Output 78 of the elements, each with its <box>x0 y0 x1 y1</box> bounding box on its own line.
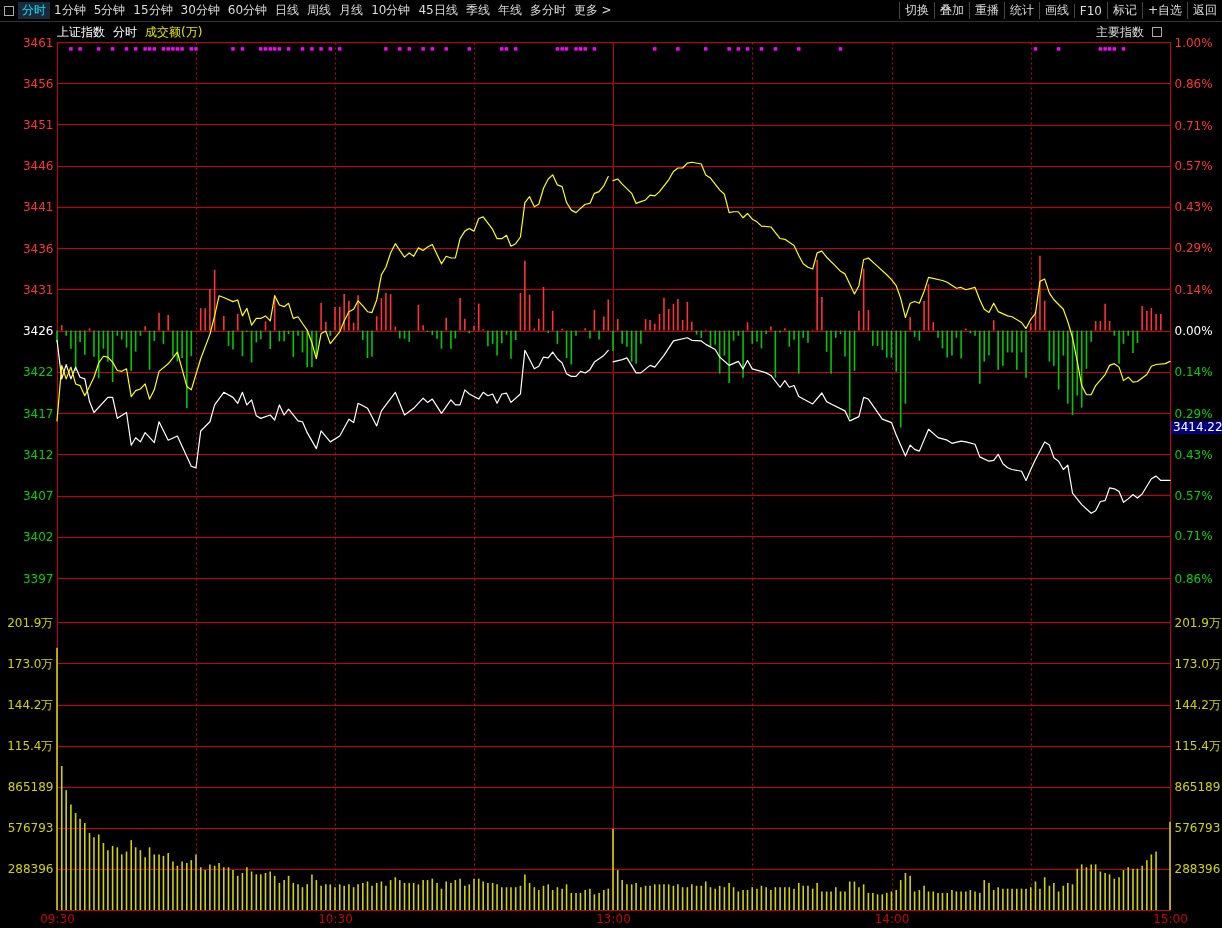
x-tick-label: 09:30 <box>40 911 75 926</box>
y-tick-label: 1.00% <box>1174 35 1213 50</box>
y-tick-label: 3397 <box>22 571 54 586</box>
text: 多分时 <box>528 2 567 19</box>
y-tick-label: 865189 <box>7 780 54 795</box>
y2-tick-label: 173.0万 <box>1174 656 1221 671</box>
text: 主要指数 <box>1096 23 1144 41</box>
y2-tick-label: 115.4万 <box>7 739 54 754</box>
y-tick-label: 0.71% <box>1174 118 1213 133</box>
y-tick-label: 0.86% <box>1174 571 1213 586</box>
text: 周线 <box>306 2 333 19</box>
y-tick-label: 576793 <box>1174 821 1221 836</box>
x-tick-label: 15:00 <box>1153 911 1188 926</box>
y-tick-label: 3461 <box>22 35 54 50</box>
text: 更多 > <box>572 2 613 19</box>
y-tick-label: 0.14% <box>1174 282 1213 297</box>
x-tick-label: 10:30 <box>318 911 353 926</box>
text: 15分钟 <box>132 2 174 19</box>
y-tick-label: 0.86% <box>1174 76 1213 91</box>
line-series <box>56 174 609 422</box>
y-tick-label: 0.29% <box>1174 406 1213 421</box>
text: 切换 <box>898 2 934 19</box>
y-tick-label: 3451 <box>22 117 54 132</box>
y-tick-label: 3422 <box>22 365 54 380</box>
text: 5分钟 <box>92 2 127 19</box>
y-tick-label: 865189 <box>1174 780 1221 795</box>
y-tick-label: 3436 <box>22 241 54 256</box>
text: 返回 <box>1187 2 1222 19</box>
y-tick-label: 288396 <box>7 862 54 877</box>
y-tick-label: 0.29% <box>1174 241 1213 256</box>
y-tick-label: 3412 <box>22 447 54 462</box>
text: 画线 <box>1038 2 1074 19</box>
y-tick-label: 3407 <box>22 489 54 504</box>
y-tick-label: 288396 <box>1174 862 1221 877</box>
y-tick-label: 3431 <box>22 282 54 297</box>
y2-tick-label: 201.9万 <box>7 615 54 630</box>
text: 月线 <box>338 2 365 19</box>
y-tick-label: 3446 <box>22 159 54 174</box>
line-series <box>56 339 609 469</box>
y-tick-label: 0.43% <box>1174 200 1213 215</box>
text: 分时 <box>18 2 50 19</box>
text: 10分钟 <box>370 2 412 19</box>
text: 年线 <box>496 2 523 19</box>
text: +自选 <box>1141 2 1187 19</box>
y2-tick-label: 144.2万 <box>1174 698 1221 713</box>
y-tick-label: 3426 <box>22 324 54 339</box>
y2-tick-label: 115.4万 <box>1174 739 1221 754</box>
y2-tick-label: 201.9万 <box>1174 615 1221 630</box>
text: 季线 <box>464 2 491 19</box>
y-tick-label: 0.43% <box>1174 447 1213 462</box>
y-tick-label: 0.57% <box>1174 159 1213 174</box>
x-tick-label: 14:00 <box>874 911 910 926</box>
text: 1分钟 <box>53 2 87 19</box>
text: 标记 <box>1106 2 1142 19</box>
chart-subtitle: 分时 <box>113 23 137 41</box>
text: 统计 <box>1003 2 1039 19</box>
y2-tick-label: 144.2万 <box>7 698 54 713</box>
y-tick-label: 576793 <box>7 821 54 836</box>
text: F10 <box>1073 3 1107 18</box>
y-tick-label: 3402 <box>22 530 54 545</box>
text: 60分钟 <box>226 2 269 19</box>
y-tick-label: 0.00% <box>1174 324 1213 339</box>
x-tick-label: 13:00 <box>596 911 631 926</box>
y-tick-label: 0.14% <box>1174 365 1213 380</box>
y-tick-label: 3441 <box>22 200 54 215</box>
text: 45日线 <box>417 2 459 19</box>
y-tick-label: 3417 <box>22 406 54 421</box>
text: 日线 <box>274 2 301 19</box>
text: 3414.22 <box>1171 420 1222 434</box>
y-tick-label: 3456 <box>22 76 54 91</box>
chart-title: 上证指数 <box>57 23 105 41</box>
y-tick-label: 0.57% <box>1174 488 1213 503</box>
text: 30分钟 <box>179 2 221 19</box>
y-tick-label: 0.71% <box>1174 529 1213 544</box>
text: 叠加 <box>933 2 969 19</box>
text: 成交额(万) <box>145 23 203 41</box>
text: 重播 <box>968 2 1004 19</box>
y2-tick-label: 173.0万 <box>7 656 54 671</box>
